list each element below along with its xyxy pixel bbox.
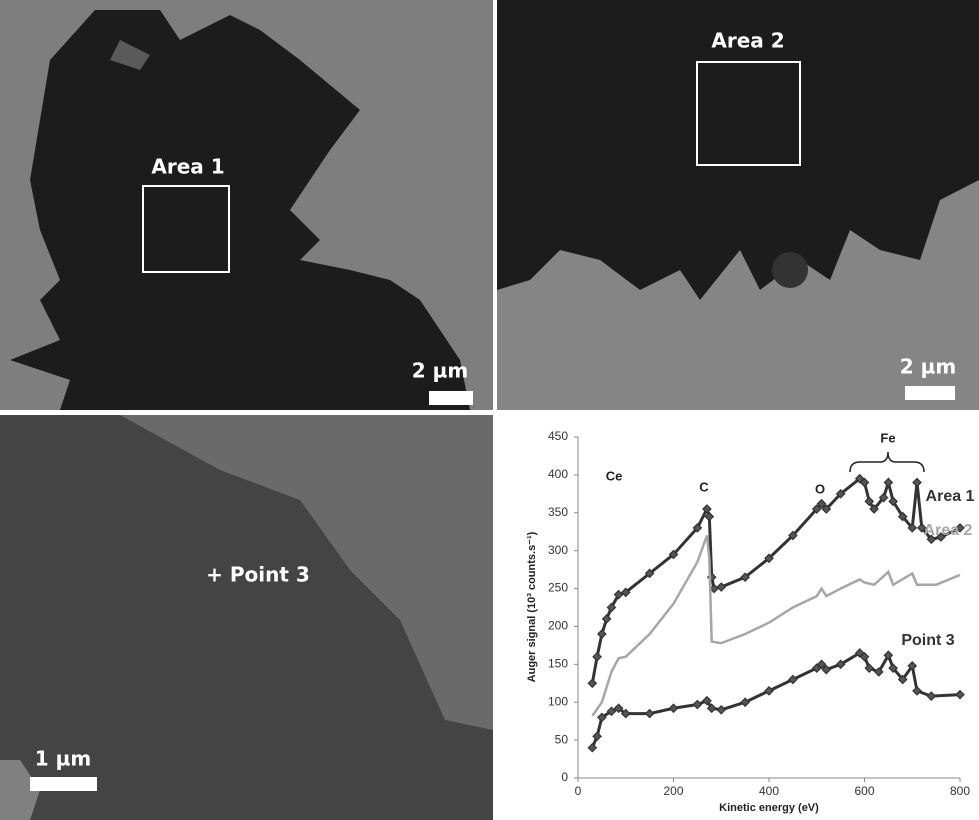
sem-image-2: Area 2 2 µm — [497, 0, 979, 410]
scale-bar-label: 2 µm — [412, 359, 468, 383]
series-label: Area 2 — [924, 522, 973, 539]
x-tick-label: 200 — [663, 784, 683, 798]
series-label: Area 1 — [926, 488, 975, 505]
y-tick-label: 350 — [548, 505, 568, 519]
area-label: Area 2 — [711, 29, 784, 53]
x-axis-label: Kinetic energy (eV) — [719, 802, 819, 814]
y-tick-label: 200 — [548, 619, 568, 633]
y-tick-label: 150 — [548, 657, 568, 671]
annotation: Fe — [880, 430, 895, 445]
y-axis-label: Auger signal (10³ counts.s⁻¹) — [526, 531, 538, 682]
annotation: Ce — [606, 468, 623, 483]
annotation: C — [699, 479, 709, 494]
y-tick-label: 0 — [561, 770, 568, 784]
sem-image-3: + Point 3 1 µm — [0, 415, 493, 820]
y-tick-label: 100 — [548, 694, 568, 708]
series-label: Point 3 — [901, 632, 954, 649]
sem-image-1: Area 1 2 µm — [0, 0, 493, 410]
chart: Auger signal (10³ counts.s⁻¹) Kinetic en… — [497, 415, 979, 820]
x-tick-label: 400 — [759, 784, 779, 798]
area-label: Area 1 — [151, 155, 224, 179]
x-tick-label: 600 — [854, 784, 874, 798]
y-tick-label: 50 — [555, 732, 569, 746]
annotation: O — [815, 481, 825, 496]
y-tick-label: 300 — [548, 543, 568, 557]
figure: Area 1 2 µm Area 2 2 µm + Point 3 1 µm A… — [0, 0, 979, 820]
y-tick-label: 400 — [548, 467, 568, 481]
y-tick-label: 450 — [548, 429, 568, 443]
y-tick-label: 250 — [548, 581, 568, 595]
x-tick-label: 800 — [950, 784, 970, 798]
scale-bar-label: 2 µm — [900, 355, 956, 379]
x-tick-label: 0 — [575, 784, 582, 798]
point-label: + Point 3 — [206, 563, 310, 587]
scale-bar-label: 1 µm — [35, 747, 91, 771]
